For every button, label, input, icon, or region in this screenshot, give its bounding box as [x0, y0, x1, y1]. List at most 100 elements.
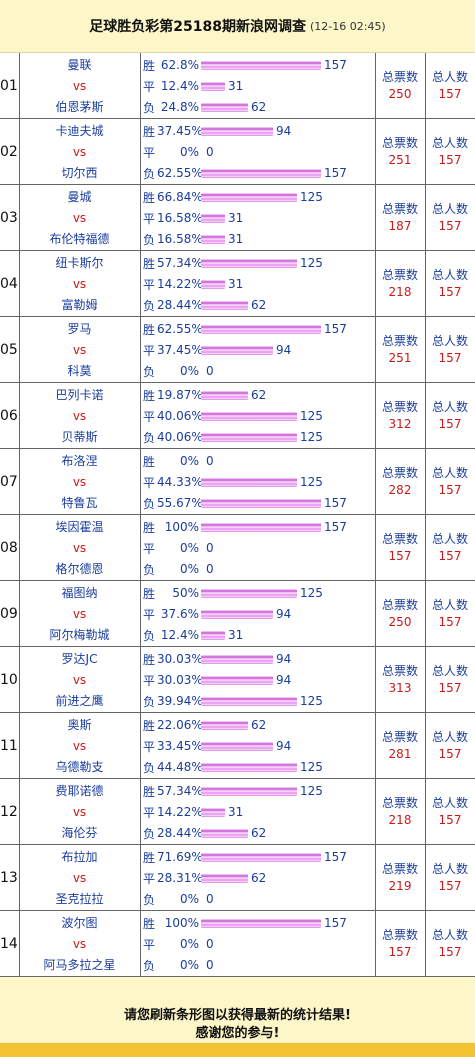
- win-percent: 30.03%: [157, 652, 203, 666]
- win-bar: [201, 258, 297, 268]
- match-number: 14: [0, 936, 18, 952]
- draw-bar: [201, 81, 225, 91]
- divider: [140, 449, 141, 514]
- win-label: 胜: [143, 916, 156, 931]
- divider: [140, 515, 141, 580]
- total-people-label: 总人数: [431, 70, 468, 84]
- win-label: 胜: [143, 322, 156, 337]
- win-percent: 50%: [172, 586, 199, 600]
- win-percent: 19.87%: [157, 388, 203, 402]
- divider: [19, 185, 20, 250]
- lose-label: 负: [143, 430, 156, 445]
- match-row: 09 福图纳 vs 阿尔梅勒城 胜 50% 125 平 37.6% 94: [0, 581, 475, 647]
- total-votes-box: 总票数 157: [375, 515, 425, 581]
- page-title: 足球胜负彩第25188期新浪网调查: [89, 19, 306, 35]
- match-number: 06: [0, 408, 18, 424]
- vs-label: vs: [72, 739, 87, 753]
- total-people-label: 总人数: [431, 664, 468, 678]
- draw-percent: 30.03%: [157, 673, 203, 687]
- divider: [19, 845, 20, 910]
- match-row: 11 奥斯 vs 乌德勒支 胜 22.06% 62 平 33.45% 9: [0, 713, 475, 779]
- away-team: 前进之鹰: [55, 694, 104, 708]
- win-label: 胜: [143, 586, 156, 601]
- divider: [425, 845, 426, 910]
- vs-label: vs: [72, 277, 87, 291]
- draw-stat: 平 37.6% 94: [143, 607, 292, 622]
- match-teams: 埃因霍温 vs 格尔德恩: [19, 515, 140, 581]
- vote-stats: 胜 66.84% 125 平 16.58% 31 负 16.58% 31: [140, 185, 375, 251]
- win-stat: 胜 22.06% 62: [143, 718, 266, 733]
- draw-label: 平: [143, 409, 156, 424]
- win-votes: 157: [324, 322, 347, 336]
- vs-label: vs: [72, 937, 87, 951]
- draw-bar: [201, 873, 248, 883]
- vs-label: vs: [72, 673, 87, 687]
- win-percent: 0%: [179, 454, 199, 468]
- win-percent: 71.69%: [157, 850, 203, 864]
- draw-label: 平: [143, 475, 156, 490]
- total-votes-value: 250: [388, 615, 412, 629]
- match-teams: 罗达JC vs 前进之鹰: [19, 647, 140, 713]
- lose-percent: 0%: [179, 364, 199, 378]
- divider: [140, 317, 141, 382]
- draw-votes: 94: [276, 673, 292, 687]
- total-people-box: 总人数 157: [425, 581, 475, 647]
- divider: [140, 383, 141, 448]
- win-bar: [201, 324, 321, 334]
- divider: [140, 713, 141, 778]
- draw-stat: 平 14.22% 31: [143, 805, 243, 820]
- draw-label: 平: [143, 79, 156, 94]
- lose-bar: [201, 498, 321, 508]
- divider: [425, 911, 426, 976]
- win-label: 胜: [143, 718, 156, 733]
- vote-stats: 胜 22.06% 62 平 33.45% 94 负 44.48% 125: [140, 713, 375, 779]
- win-votes: 62: [251, 388, 267, 402]
- win-percent: 62.8%: [160, 58, 199, 72]
- total-people-value: 157: [438, 87, 462, 101]
- total-votes-label: 总票数: [381, 400, 418, 414]
- divider: [19, 515, 20, 580]
- lose-bar: [201, 168, 321, 178]
- draw-stat: 平 33.45% 94: [143, 739, 291, 754]
- draw-label: 平: [143, 871, 156, 886]
- total-votes-label: 总票数: [381, 598, 418, 612]
- total-people-value: 157: [438, 417, 462, 431]
- home-team: 罗马: [67, 322, 92, 336]
- home-team: 卡迪夫城: [55, 124, 104, 138]
- win-bar: [201, 390, 248, 400]
- draw-votes: 94: [276, 607, 292, 621]
- win-votes: 125: [300, 586, 323, 600]
- total-votes-label: 总票数: [381, 664, 418, 678]
- draw-stat: 平 37.45% 94: [143, 343, 291, 358]
- away-team: 格尔德恩: [55, 562, 104, 576]
- lose-votes: 62: [251, 298, 267, 312]
- match-row: 12 费耶诺德 vs 海伦芬 胜 57.34% 125 平 14.22%: [0, 779, 475, 845]
- vs-label: vs: [72, 607, 87, 621]
- home-team: 费耶诺德: [55, 784, 104, 798]
- match-row: 10 罗达JC vs 前进之鹰 胜 30.03% 94 平 30.03%: [0, 647, 475, 713]
- away-team: 阿尔梅勒城: [49, 628, 110, 642]
- draw-percent: 0%: [179, 937, 199, 951]
- total-people-value: 157: [438, 153, 462, 167]
- lose-stat: 负 62.55% 157: [143, 166, 347, 181]
- match-row: 03 曼城 vs 布伦特福德 胜 66.84% 125 平 16.58%: [0, 185, 475, 251]
- divider: [19, 383, 20, 448]
- win-votes: 125: [300, 190, 323, 204]
- divider: [425, 779, 426, 844]
- total-votes-value: 187: [388, 219, 412, 233]
- draw-label: 平: [143, 145, 156, 160]
- divider: [375, 845, 376, 910]
- lose-votes: 125: [300, 430, 323, 444]
- divider: [375, 383, 376, 448]
- win-stat: 胜 100% 157: [143, 916, 347, 931]
- total-votes-value: 157: [388, 945, 412, 959]
- total-people-value: 157: [438, 219, 462, 233]
- match-row: 13 布拉加 vs 圣克拉拉 胜 71.69% 157 平 28.31%: [0, 845, 475, 911]
- away-team: 阿马多拉之星: [43, 958, 116, 972]
- lose-bar: [201, 234, 225, 244]
- vs-label: vs: [72, 541, 87, 555]
- vote-stats: 胜 19.87% 62 平 40.06% 125 负 40.06% 125: [140, 383, 375, 449]
- home-team: 福图纳: [61, 586, 98, 600]
- win-votes: 125: [300, 256, 323, 270]
- win-stat: 胜 19.87% 62: [143, 388, 267, 403]
